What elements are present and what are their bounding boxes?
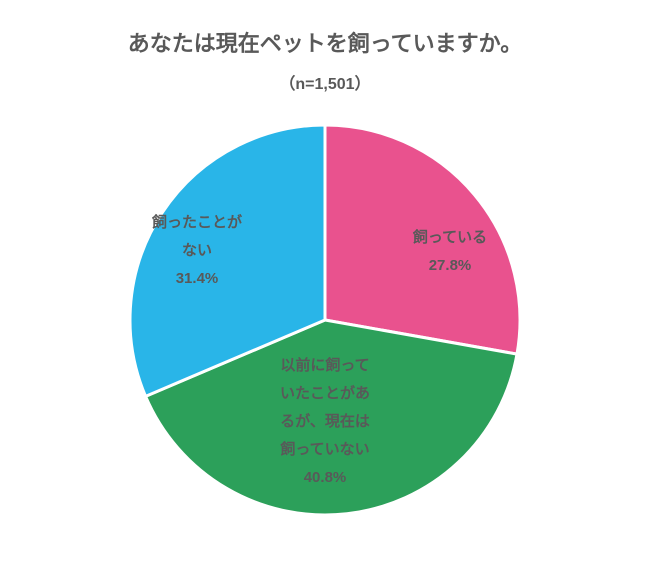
pie-chart: 飼っている27.8%以前に飼っていたことがあるが、現在は飼っていない40.8%飼… — [0, 0, 650, 561]
pie-svg: 飼っている27.8%以前に飼っていたことがあるが、現在は飼っていない40.8%飼… — [0, 0, 650, 561]
chart-container: あなたは現在ペットを飼っていますか。 （n=1,501） 飼っている27.8%以… — [0, 0, 650, 561]
